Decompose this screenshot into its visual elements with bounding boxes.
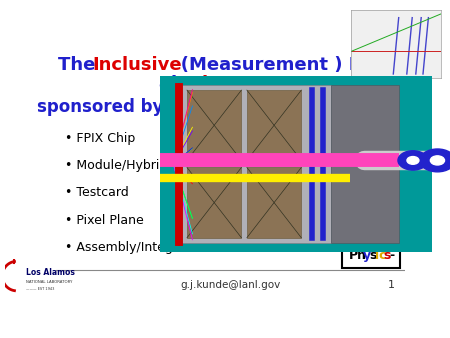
FancyBboxPatch shape bbox=[247, 167, 302, 238]
Text: (Measurement ) FVTX: (Measurement ) FVTX bbox=[162, 56, 401, 74]
Circle shape bbox=[420, 149, 450, 172]
FancyBboxPatch shape bbox=[247, 90, 302, 161]
Text: Inclusive: Inclusive bbox=[92, 56, 182, 74]
Text: • Module/Hybrid: • Module/Hybrid bbox=[65, 159, 167, 172]
Text: ——— EST 1943: ——— EST 1943 bbox=[26, 287, 54, 291]
Text: The: The bbox=[58, 56, 102, 74]
Text: • Assembly/Integration: • Assembly/Integration bbox=[65, 241, 210, 254]
Text: s: s bbox=[369, 249, 376, 262]
FancyBboxPatch shape bbox=[181, 85, 331, 243]
Text: s: s bbox=[383, 249, 391, 262]
FancyBboxPatch shape bbox=[160, 76, 432, 252]
Circle shape bbox=[398, 151, 428, 170]
FancyBboxPatch shape bbox=[187, 90, 241, 161]
Text: • Pixel Plane: • Pixel Plane bbox=[65, 214, 144, 227]
FancyBboxPatch shape bbox=[331, 85, 399, 243]
Text: iFVTX: iFVTX bbox=[201, 74, 260, 93]
FancyBboxPatch shape bbox=[187, 167, 241, 238]
Text: Los Alamos: Los Alamos bbox=[26, 268, 74, 277]
Text: y: y bbox=[363, 249, 371, 262]
Text: • Testcard: • Testcard bbox=[65, 186, 129, 199]
Text: ic: ic bbox=[375, 249, 386, 262]
Circle shape bbox=[447, 152, 450, 168]
Text: -: - bbox=[389, 249, 395, 262]
Text: Ph: Ph bbox=[349, 249, 367, 262]
Text: NATIONAL LABORATORY: NATIONAL LABORATORY bbox=[26, 280, 72, 284]
Text: • FPIX Chip: • FPIX Chip bbox=[65, 132, 135, 145]
Text: aka: aka bbox=[159, 74, 214, 93]
Text: g.j.kunde@lanl.gov: g.j.kunde@lanl.gov bbox=[180, 280, 281, 290]
Circle shape bbox=[407, 156, 419, 164]
FancyBboxPatch shape bbox=[342, 242, 400, 268]
Circle shape bbox=[430, 156, 445, 165]
Text: 1: 1 bbox=[387, 280, 395, 290]
Text: sponsored by LANL-DR in FY ’06-08: sponsored by LANL-DR in FY ’06-08 bbox=[37, 98, 368, 116]
